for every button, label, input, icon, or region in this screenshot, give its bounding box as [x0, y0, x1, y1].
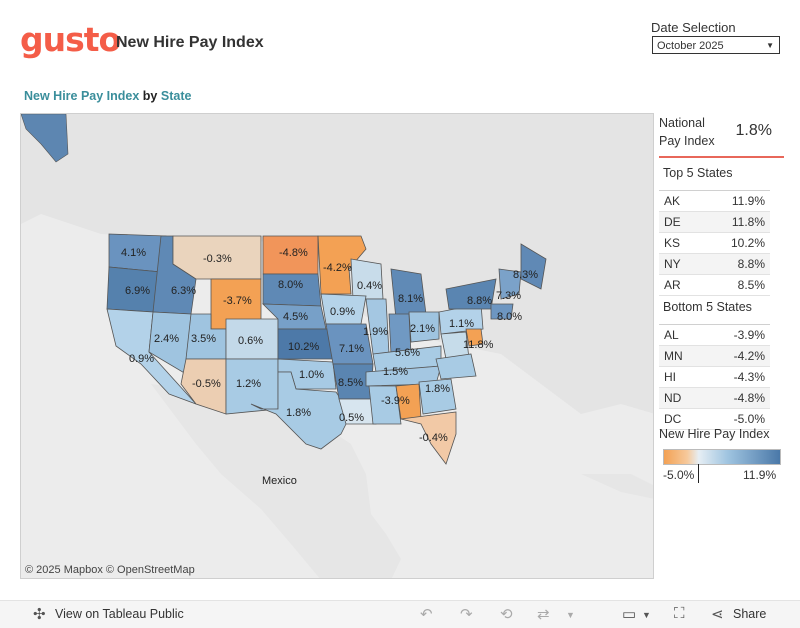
state-label-ut: 3.5% — [191, 333, 216, 345]
table-row[interactable]: AK 11.9% — [659, 191, 770, 212]
state-label-in: 5.6% — [395, 347, 420, 359]
state-label-vt: 7.3% — [496, 290, 521, 302]
state-label-co: 0.6% — [238, 335, 263, 347]
state-label-tx: 1.8% — [286, 407, 311, 419]
table-row[interactable]: DC -5.0% — [659, 409, 770, 430]
view-on-tableau-link[interactable]: View on Tableau Public — [55, 607, 184, 621]
state-label-il: 1.9% — [363, 326, 388, 338]
date-selection-value: October 2025 — [657, 40, 724, 52]
map-canvas[interactable]: 4.1% 6.9% 0.9% 6.3% 2.4% -0.3% -3.7% 3.5… — [21, 114, 654, 579]
color-legend — [663, 449, 781, 465]
state-label-md: 11.8% — [463, 339, 494, 351]
state-label-or: 6.9% — [125, 285, 150, 297]
state-label-ne: 4.5% — [283, 311, 308, 323]
table-row[interactable]: AR 8.5% — [659, 275, 770, 296]
share-icon[interactable]: ⋖ — [711, 606, 724, 623]
state-label-pa: 1.1% — [449, 318, 474, 330]
redo-icon[interactable]: ↷ — [460, 606, 473, 623]
state-label-fl: -0.4% — [419, 432, 448, 444]
state-label-mo: 7.1% — [339, 343, 364, 355]
state-oh[interactable] — [408, 311, 440, 343]
top5-title: Top 5 States — [663, 166, 733, 180]
chevron-down-icon: ▼ — [766, 41, 774, 50]
national-label: National Pay Index — [659, 116, 715, 148]
legend-title: New Hire Pay Index — [659, 427, 770, 441]
legend-marker — [698, 464, 699, 483]
state-ct[interactable] — [490, 303, 514, 320]
state-label-nv: 2.4% — [154, 333, 179, 345]
caribbean-landmass — [581, 474, 653, 499]
state-label-nd: -4.8% — [279, 247, 308, 259]
tableau-icon: ✣ — [33, 606, 46, 623]
state-md[interactable] — [465, 328, 484, 347]
state-label-ar: 8.5% — [338, 377, 363, 389]
state-nc[interactable] — [435, 353, 477, 380]
download-icon[interactable]: ▭ — [622, 606, 637, 623]
table-row[interactable]: KS 10.2% — [659, 233, 770, 254]
date-selection-dropdown[interactable]: October 2025 ▼ — [652, 36, 780, 54]
state-ak[interactable] — [21, 114, 69, 163]
undo-icon[interactable]: ↶ — [420, 606, 433, 623]
state-shapes — [106, 233, 547, 465]
state-label-ks: 10.2% — [288, 341, 319, 353]
refresh-icon[interactable]: ⇄ — [537, 606, 550, 623]
national-value: 1.8% — [735, 122, 772, 139]
state-wi[interactable] — [350, 258, 384, 300]
state-vt[interactable] — [498, 268, 522, 300]
state-label-ok: 1.0% — [299, 369, 324, 381]
table-row[interactable]: AL -3.9% — [659, 325, 770, 346]
table-row[interactable]: NY 8.8% — [659, 254, 770, 275]
state-label-mn: -4.2% — [323, 262, 352, 274]
date-selection-label: Date Selection — [651, 20, 736, 35]
page-title: New Hire Pay Index — [116, 34, 264, 51]
chevron-down-icon[interactable]: ▼ — [642, 610, 651, 620]
state-label-ny: 8.8% — [467, 295, 492, 307]
state-label-wa: 4.1% — [121, 247, 146, 259]
state-label-me: 8.3% — [513, 269, 538, 281]
state-tx[interactable] — [250, 371, 352, 450]
table-row[interactable]: ND -4.8% — [659, 388, 770, 409]
revert-icon[interactable]: ⟲ — [500, 606, 513, 623]
mexico-landmass — [151, 384, 401, 578]
tableau-toolbar: ✣ View on Tableau Public ↶ ↷ ⟲ ⇄ ▼ ▭ ▼ ⛶… — [0, 600, 800, 628]
chevron-down-icon[interactable]: ▼ — [566, 610, 575, 620]
state-ga[interactable] — [418, 378, 457, 415]
state-label-wy: -3.7% — [223, 295, 252, 307]
table-row[interactable]: HI -4.3% — [659, 367, 770, 388]
state-label-az: -0.5% — [192, 378, 221, 390]
legend-min: -5.0% — [663, 468, 695, 482]
table-row[interactable]: DE 11.8% — [659, 212, 770, 233]
national-pay-index: National Pay Index 1.8% — [659, 114, 784, 158]
gusto-logo: gusto — [20, 20, 121, 59]
top5-table: AK 11.9% DE 11.8% KS 10.2% NY 8.8% AR 8.5% — [659, 190, 770, 296]
state-label-mi: 8.1% — [398, 293, 423, 305]
state-label-id: 6.3% — [171, 285, 196, 297]
bottom5-table: AL -3.9% MN -4.2% HI -4.3% ND -4.8% DC -5.0% — [659, 324, 770, 430]
country-label-mexico: Mexico — [262, 475, 297, 487]
state-label-ga: 1.8% — [425, 383, 450, 395]
state-label-nm: 1.2% — [236, 378, 261, 390]
state-label-ct: 8.0% — [497, 311, 522, 323]
bottom5-title: Bottom 5 States — [663, 300, 752, 314]
legend-max: 11.9% — [743, 468, 777, 482]
state-label-sd: 8.0% — [278, 279, 303, 291]
state-label-oh: 2.1% — [410, 323, 435, 335]
state-fl[interactable] — [400, 411, 457, 465]
fullscreen-icon[interactable]: ⛶ — [674, 605, 685, 622]
state-label-ky: 1.5% — [383, 366, 408, 378]
state-label-mt: -0.3% — [203, 253, 232, 265]
table-row[interactable]: MN -4.2% — [659, 346, 770, 367]
state-az[interactable] — [180, 358, 227, 415]
us-state-map[interactable]: 4.1% 6.9% 0.9% 6.3% 2.4% -0.3% -3.7% 3.5… — [20, 113, 654, 579]
state-label-la: 0.5% — [339, 412, 364, 424]
state-label-wi: 0.4% — [357, 280, 382, 292]
share-button[interactable]: Share — [733, 607, 767, 621]
map-subtitle: New Hire Pay Index by State — [24, 89, 192, 103]
state-label-al: -3.9% — [381, 395, 410, 407]
state-label-ca: 0.9% — [129, 353, 154, 365]
map-attribution[interactable]: © 2025 Mapbox © OpenStreetMap — [25, 564, 195, 576]
state-ms[interactable] — [368, 385, 402, 425]
state-label-ia: 0.9% — [330, 306, 355, 318]
state-me[interactable] — [520, 243, 547, 290]
